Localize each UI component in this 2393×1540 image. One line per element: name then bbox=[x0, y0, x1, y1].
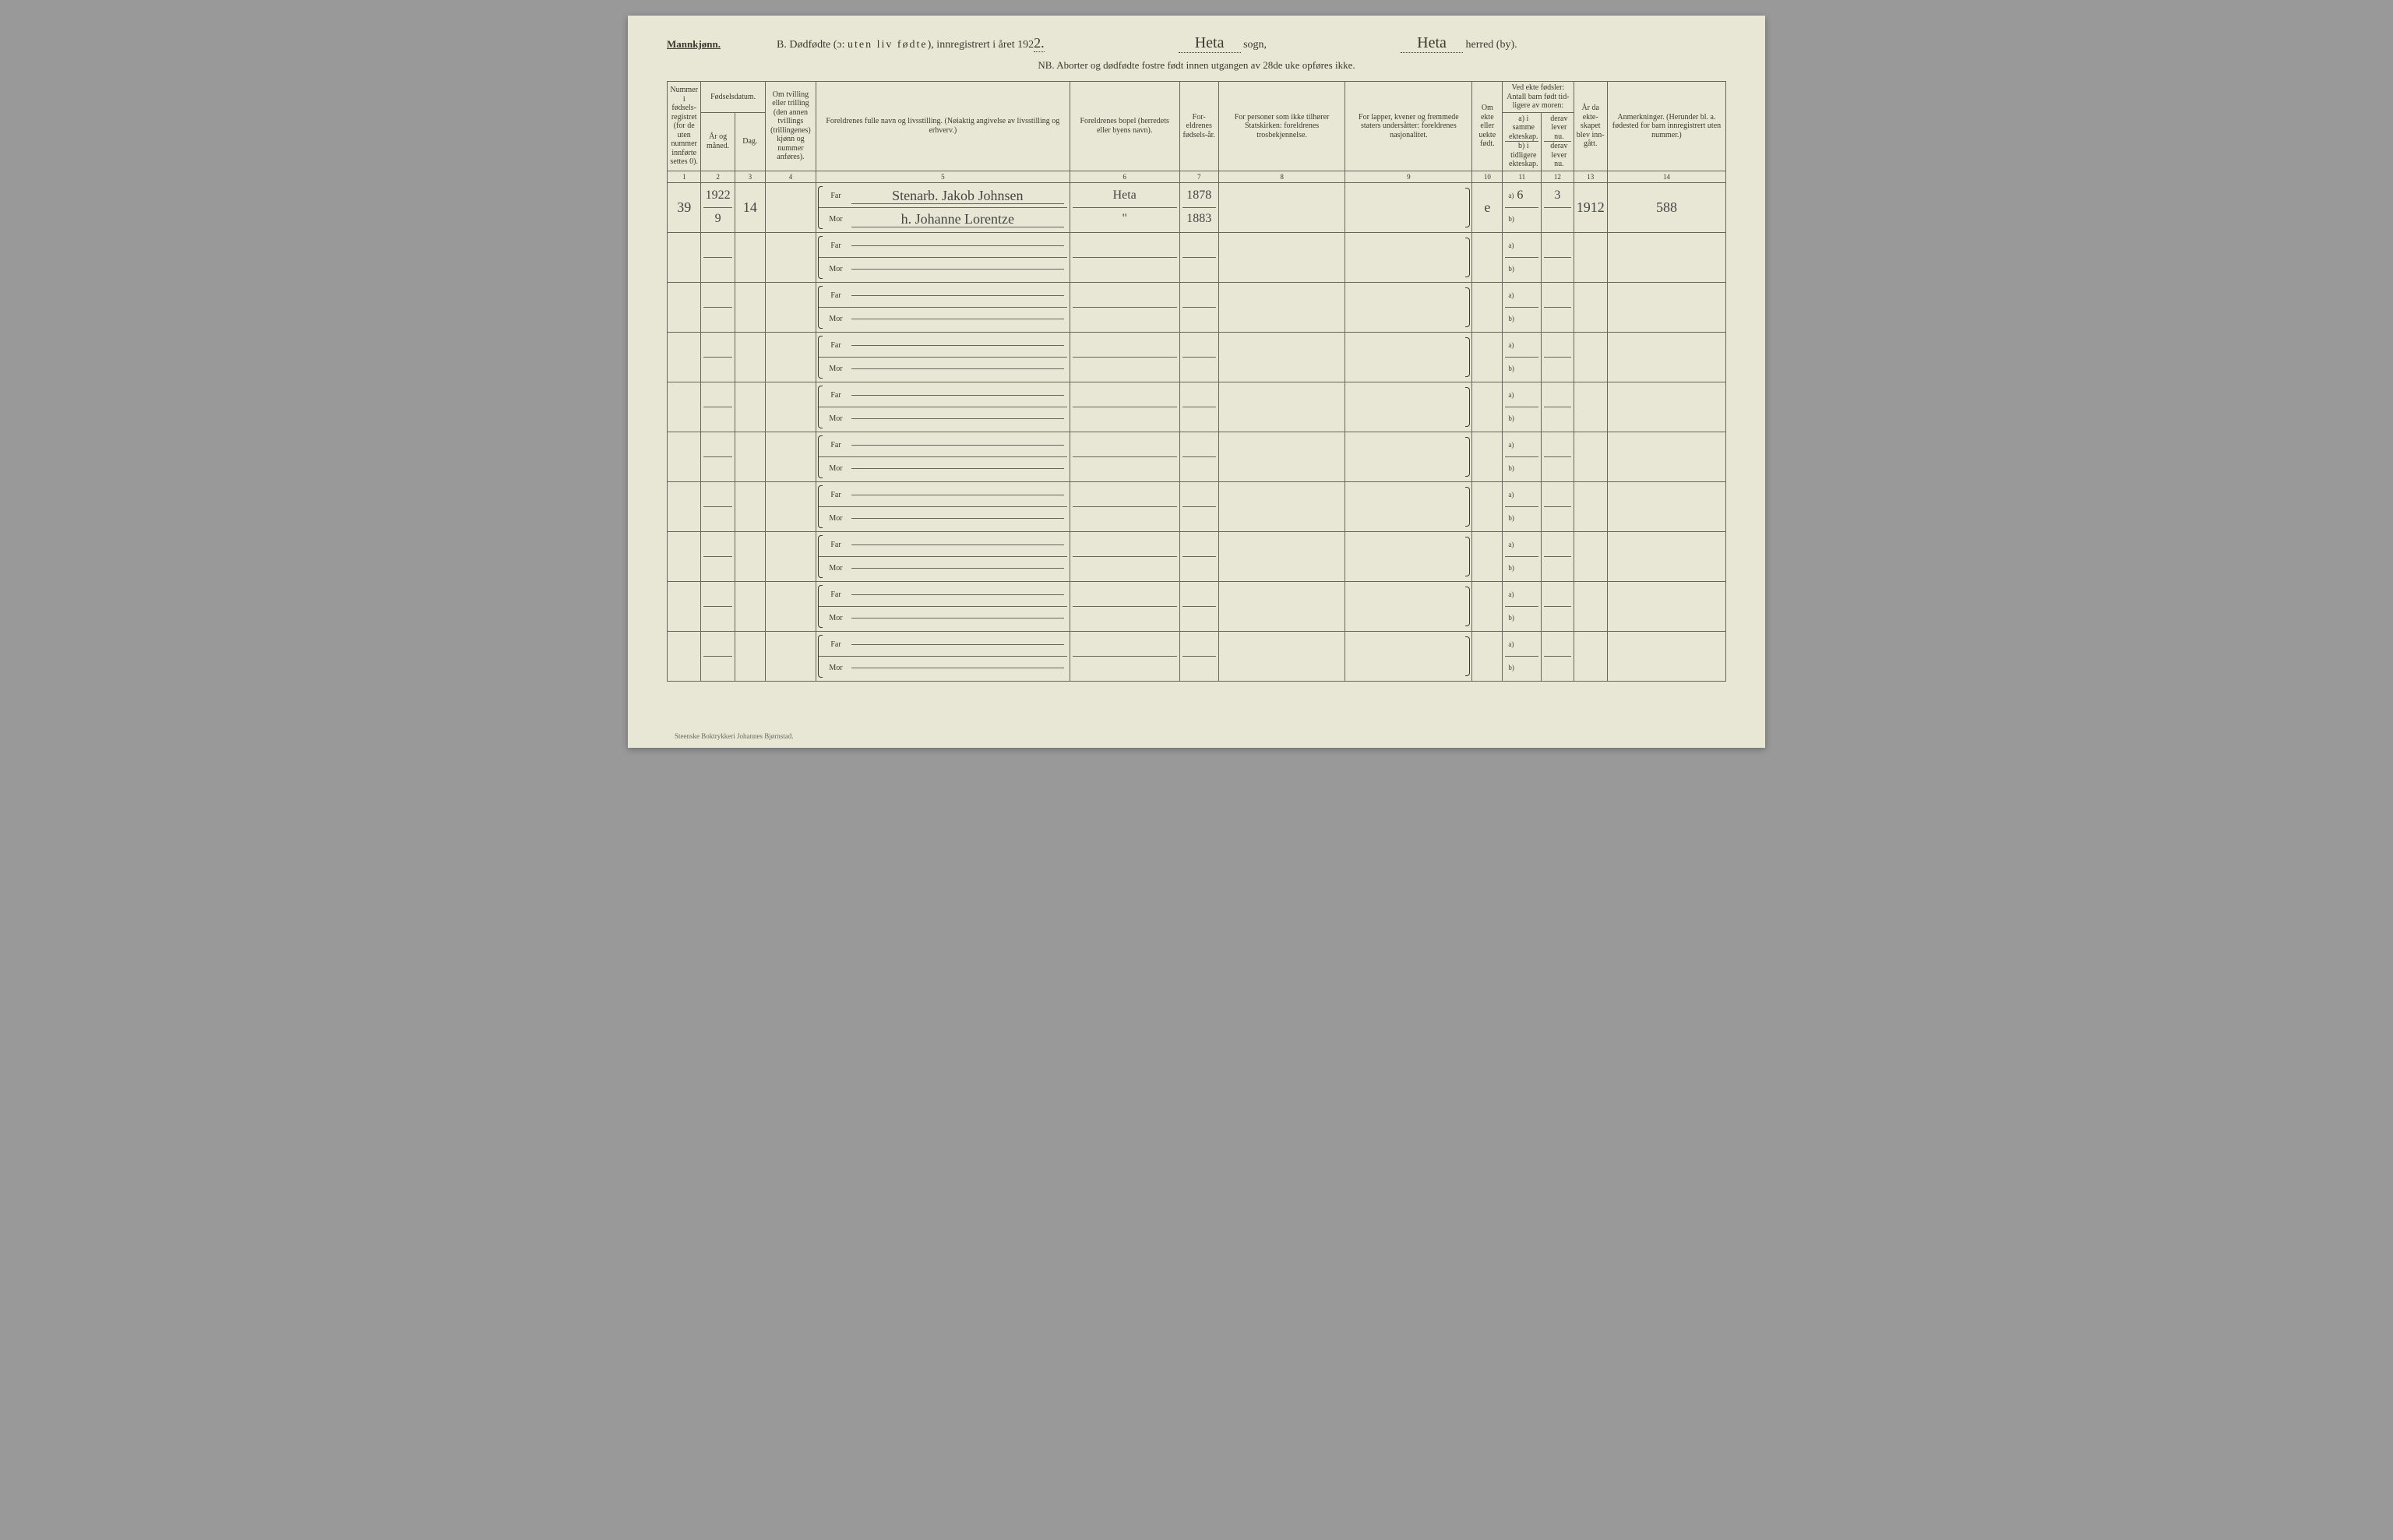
table-body: 391922914FarStenarb. Jakob JohnsenMorh. … bbox=[668, 182, 1726, 681]
brace-icon bbox=[1465, 287, 1470, 327]
col-header-5: Foreldrenes fulle navn og livsstilling. … bbox=[816, 82, 1070, 171]
table-row: 391922914FarStenarb. Jakob JohnsenMorh. … bbox=[668, 182, 1726, 232]
col-header-2: År og måned. bbox=[701, 112, 735, 171]
table-row: FarMora)b) bbox=[668, 531, 1726, 581]
col-header-13: År da ekte-skapet blev inn-gått. bbox=[1574, 82, 1607, 171]
brace-icon bbox=[1465, 636, 1470, 676]
table-row: FarMora)b) bbox=[668, 382, 1726, 432]
table-row: FarMora)b) bbox=[668, 332, 1726, 382]
col-header-1: Nummer i fødsels-registret (for de uten … bbox=[668, 82, 701, 171]
sogn-block: Heta sogn, bbox=[1179, 34, 1267, 53]
brace-icon bbox=[818, 186, 823, 229]
brace-icon bbox=[1465, 238, 1470, 277]
brace-icon bbox=[1465, 487, 1470, 527]
table-header: Nummer i fødsels-registret (for de uten … bbox=[668, 82, 1726, 183]
col-header-7: For-eldrenes fødsels-år. bbox=[1179, 82, 1218, 171]
brace-icon bbox=[818, 585, 823, 628]
brace-icon bbox=[818, 236, 823, 279]
brace-icon bbox=[818, 336, 823, 379]
table-row: FarMora)b) bbox=[668, 232, 1726, 282]
herred-handwritten: Heta bbox=[1401, 34, 1463, 53]
col-header-3: Dag. bbox=[735, 112, 765, 171]
header-line: Mannkjønn. B. Dødfødte (ɔ: uten liv født… bbox=[667, 34, 1726, 53]
brace-icon bbox=[818, 386, 823, 428]
col-header-11: a) i samme ekteskap. b) i tidligere ekte… bbox=[1503, 112, 1542, 171]
gender-label: Mannkjønn. bbox=[667, 38, 721, 51]
col-header-9: For lapper, kvener og fremmede staters u… bbox=[1345, 82, 1472, 171]
nb-note: NB. Aborter og dødfødte fostre født inne… bbox=[667, 59, 1726, 72]
ledger-page: Mannkjønn. B. Dødfødte (ɔ: uten liv født… bbox=[628, 16, 1765, 748]
ledger-table: Nummer i fødsels-registret (for de uten … bbox=[667, 81, 1726, 682]
col-header-8: For personer som ikke tilhører Statskirk… bbox=[1218, 82, 1345, 171]
col-header-12: derav lever nu. derav lever nu. bbox=[1542, 112, 1574, 171]
col-header-2-top: Fødselsdatum. bbox=[701, 82, 765, 113]
brace-icon bbox=[818, 286, 823, 329]
col-header-6: Foreldrenes bopel (herredets eller byens… bbox=[1070, 82, 1179, 171]
table-row: FarMora)b) bbox=[668, 581, 1726, 631]
brace-icon bbox=[1465, 587, 1470, 626]
brace-icon bbox=[1465, 537, 1470, 576]
table-row: FarMora)b) bbox=[668, 631, 1726, 681]
printer-footer: Steenske Boktrykkeri Johannes Bjørnstad. bbox=[675, 732, 793, 740]
brace-icon bbox=[818, 535, 823, 578]
col-header-11-top: Ved ekte fødsler: Antall barn født tid-l… bbox=[1503, 82, 1574, 113]
brace-icon bbox=[818, 435, 823, 478]
form-title: B. Dødfødte (ɔ: uten liv fødte), innregi… bbox=[777, 35, 1045, 52]
herred-block: Heta herred (by). bbox=[1401, 34, 1517, 53]
sogn-handwritten: Heta bbox=[1179, 34, 1241, 53]
table-row: FarMora)b) bbox=[668, 282, 1726, 332]
table-row: FarMora)b) bbox=[668, 432, 1726, 481]
brace-icon bbox=[1465, 437, 1470, 477]
col-header-10: Om ekte eller uekte født. bbox=[1472, 82, 1503, 171]
column-number-row: 1 2 3 4 5 6 7 8 9 10 11 12 13 14 bbox=[668, 171, 1726, 182]
brace-icon bbox=[1465, 337, 1470, 377]
col-header-14: Anmerkninger. (Herunder bl. a. fødested … bbox=[1607, 82, 1725, 171]
col-header-4: Om tvilling eller trilling (den annen tv… bbox=[765, 82, 816, 171]
table-row: FarMora)b) bbox=[668, 481, 1726, 531]
brace-icon bbox=[1465, 387, 1470, 427]
brace-icon bbox=[818, 635, 823, 678]
brace-icon bbox=[818, 485, 823, 528]
brace-icon bbox=[1465, 188, 1470, 227]
